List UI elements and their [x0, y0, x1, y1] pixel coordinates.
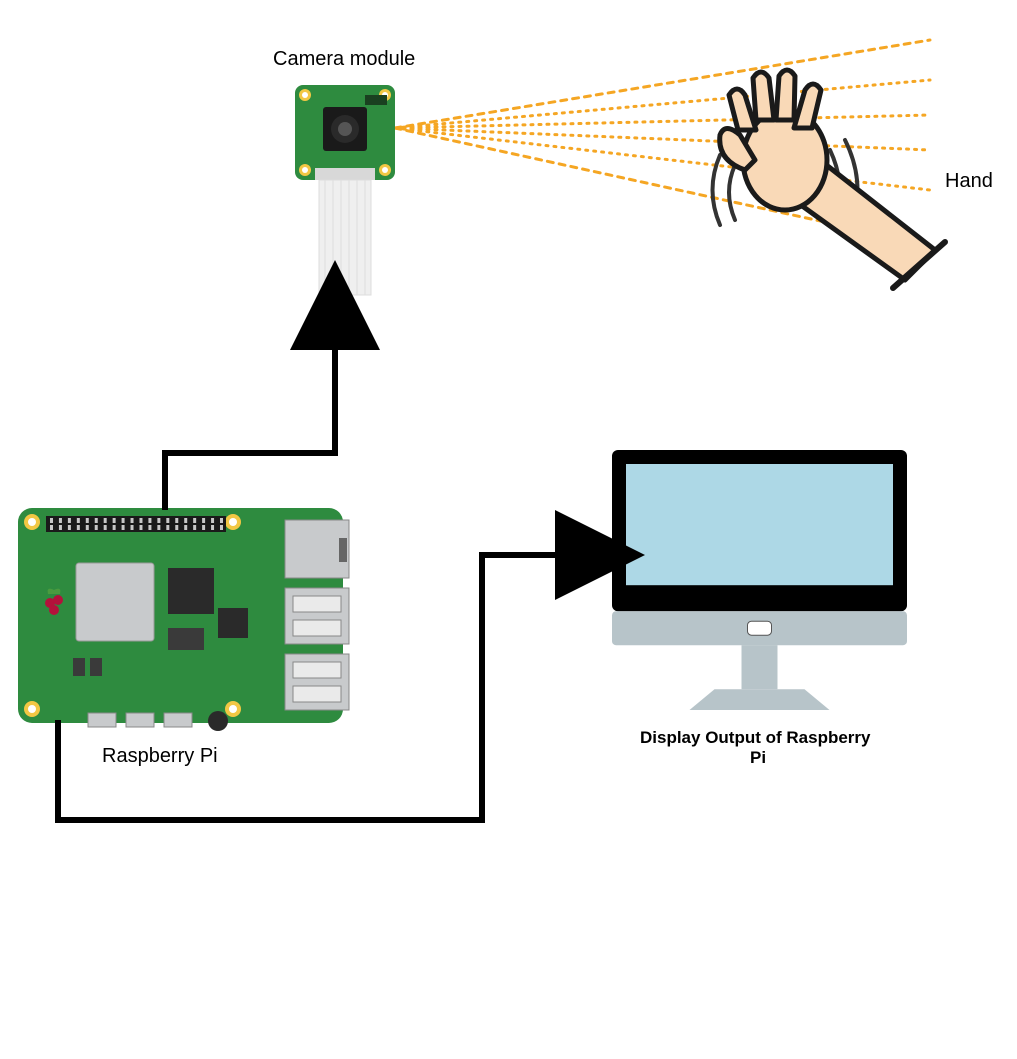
- diagram-canvas: [0, 0, 1017, 1059]
- camera-module-label: Camera module: [273, 48, 415, 71]
- raspberry-pi-icon: [18, 508, 349, 731]
- connection-arrows: [58, 305, 600, 820]
- display-output-label-line2: Pi: [750, 748, 766, 768]
- hand-label: Hand: [945, 170, 993, 193]
- monitor-icon: [612, 450, 907, 710]
- raspberry-pi-label: Raspberry Pi: [102, 745, 218, 768]
- hand-icon: [713, 70, 946, 288]
- camera-module-icon: [295, 85, 395, 295]
- display-output-label-line1: Display Output of Raspberry: [640, 728, 870, 748]
- camera-rays: [395, 40, 930, 245]
